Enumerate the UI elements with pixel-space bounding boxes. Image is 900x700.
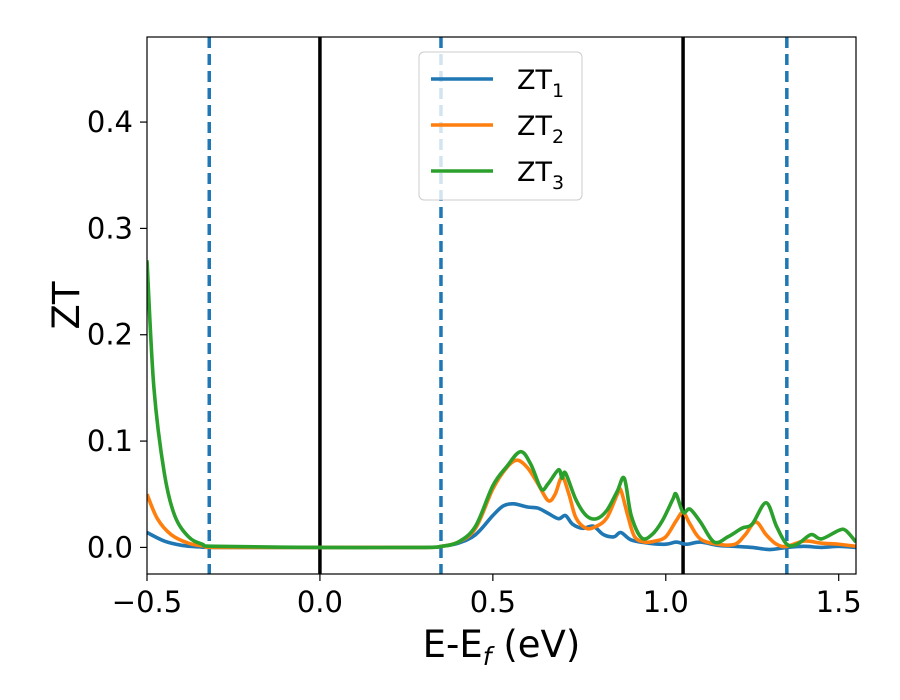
x-tick-label: 1.5 — [816, 585, 862, 619]
y-axis-label: ZT — [45, 281, 88, 329]
y-tick-label: 0.4 — [87, 105, 133, 139]
x-axis-label: E-Ef (eV) — [423, 623, 581, 671]
legend: ZT1 ZT2 ZT3 — [418, 51, 583, 201]
y-tick-label: 0.2 — [87, 318, 133, 352]
x-tick-label: 1.0 — [643, 585, 689, 619]
series-lines — [147, 260, 856, 552]
x-tick-label: −0.5 — [112, 585, 182, 619]
y-tick-label: 0.1 — [87, 424, 133, 458]
legend-label-3: ZT3 — [517, 157, 564, 194]
legend-label-1: ZT1 — [517, 65, 564, 102]
legend-box — [418, 51, 583, 201]
x-tick-label: 0.0 — [297, 585, 343, 619]
y-axis-ticks: 0.0 0.1 0.2 0.3 0.4 — [87, 105, 147, 564]
y-tick-label: 0.0 — [87, 530, 133, 564]
plot-frame — [146, 36, 857, 575]
legend-label-2: ZT2 — [517, 111, 564, 148]
x-axis-ticks: −0.5 0.0 0.5 1.0 1.5 — [112, 574, 862, 619]
y-tick-label: 0.3 — [87, 211, 133, 245]
series-line-3 — [147, 260, 856, 550]
x-tick-label: 0.5 — [470, 585, 516, 619]
